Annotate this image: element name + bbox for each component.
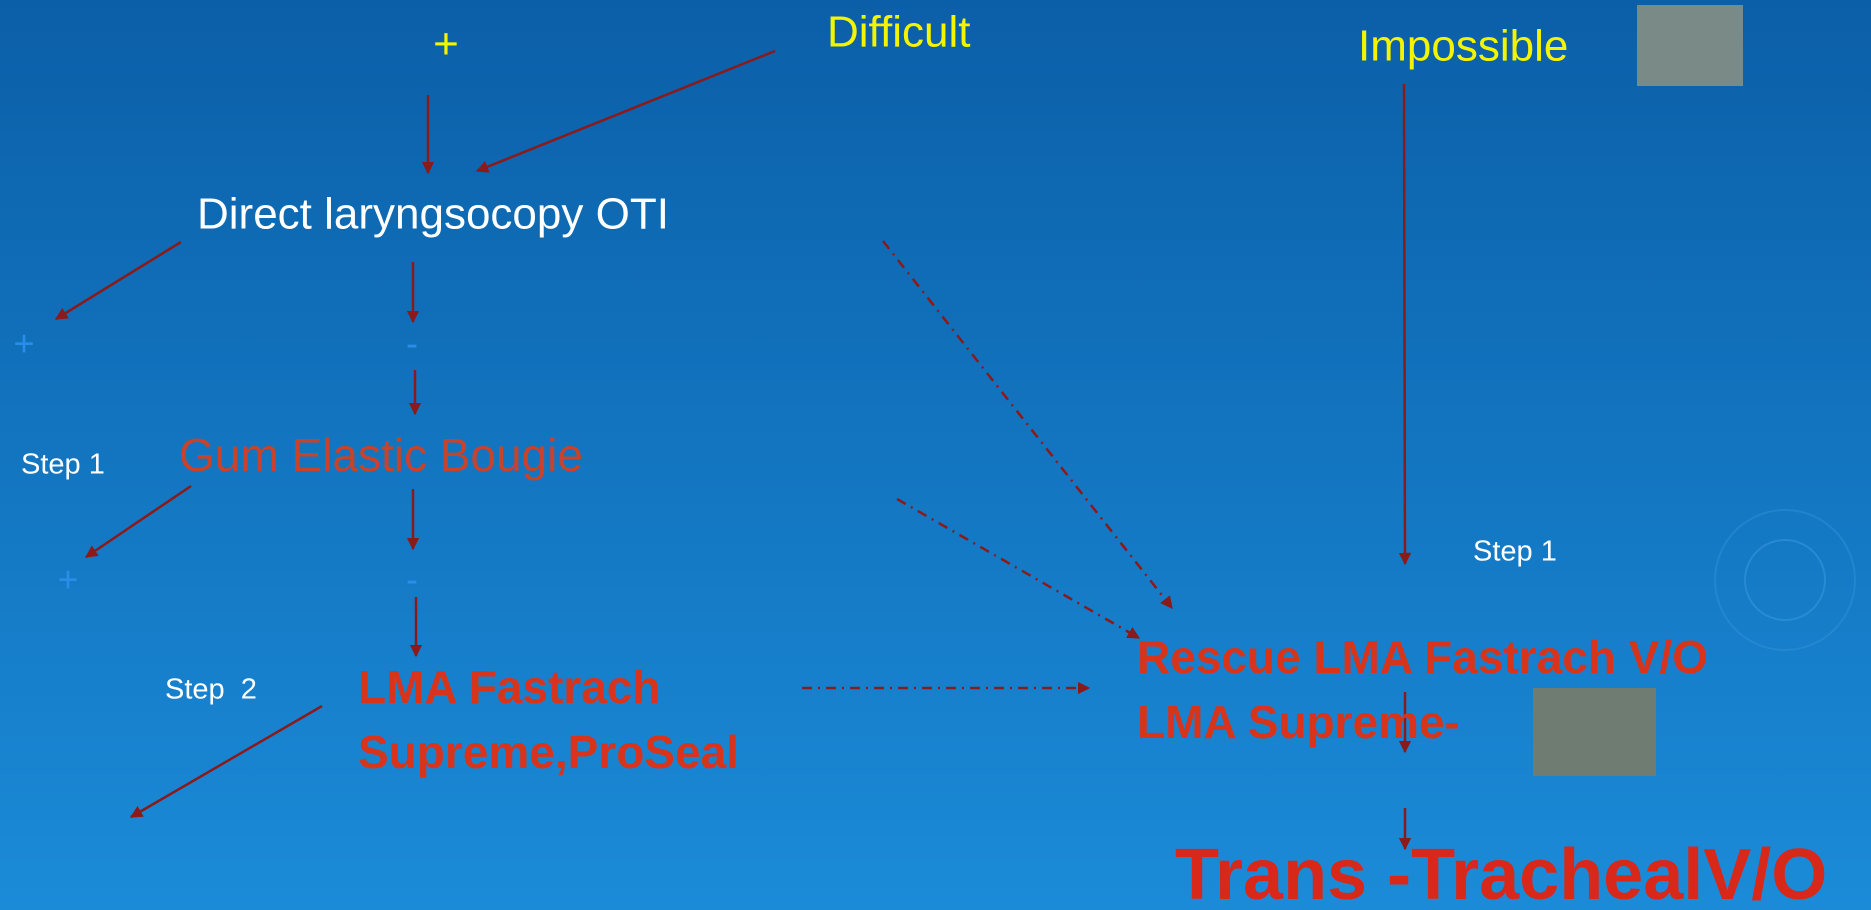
label: Impossible bbox=[1358, 22, 1568, 71]
minus: - bbox=[406, 559, 418, 600]
slide: + Difficult Impossible Direct laryngsoco… bbox=[0, 0, 1871, 910]
plus: + bbox=[57, 559, 78, 600]
label: LMA Fastrach bbox=[358, 661, 660, 713]
label: Supreme,ProSeal bbox=[358, 726, 739, 778]
arrow bbox=[1404, 84, 1405, 564]
step: Step 2 bbox=[165, 674, 257, 706]
label: Gum Elastic Bougie bbox=[179, 429, 583, 481]
label: Direct laryngsocopy OTI bbox=[197, 190, 669, 239]
step: Step 1 bbox=[21, 449, 105, 481]
label: Rescue LMA Fastrach V/O bbox=[1137, 631, 1708, 683]
photo bbox=[1533, 688, 1656, 776]
plus: + bbox=[13, 323, 34, 364]
minus: - bbox=[406, 323, 418, 364]
photo bbox=[1637, 5, 1743, 86]
label: LMA Supreme- bbox=[1137, 696, 1460, 748]
step: Step 1 bbox=[1473, 536, 1557, 568]
label: Trans -TrachealV/O bbox=[1175, 835, 1827, 910]
plus: + bbox=[433, 20, 459, 69]
label: Difficult bbox=[827, 8, 970, 57]
